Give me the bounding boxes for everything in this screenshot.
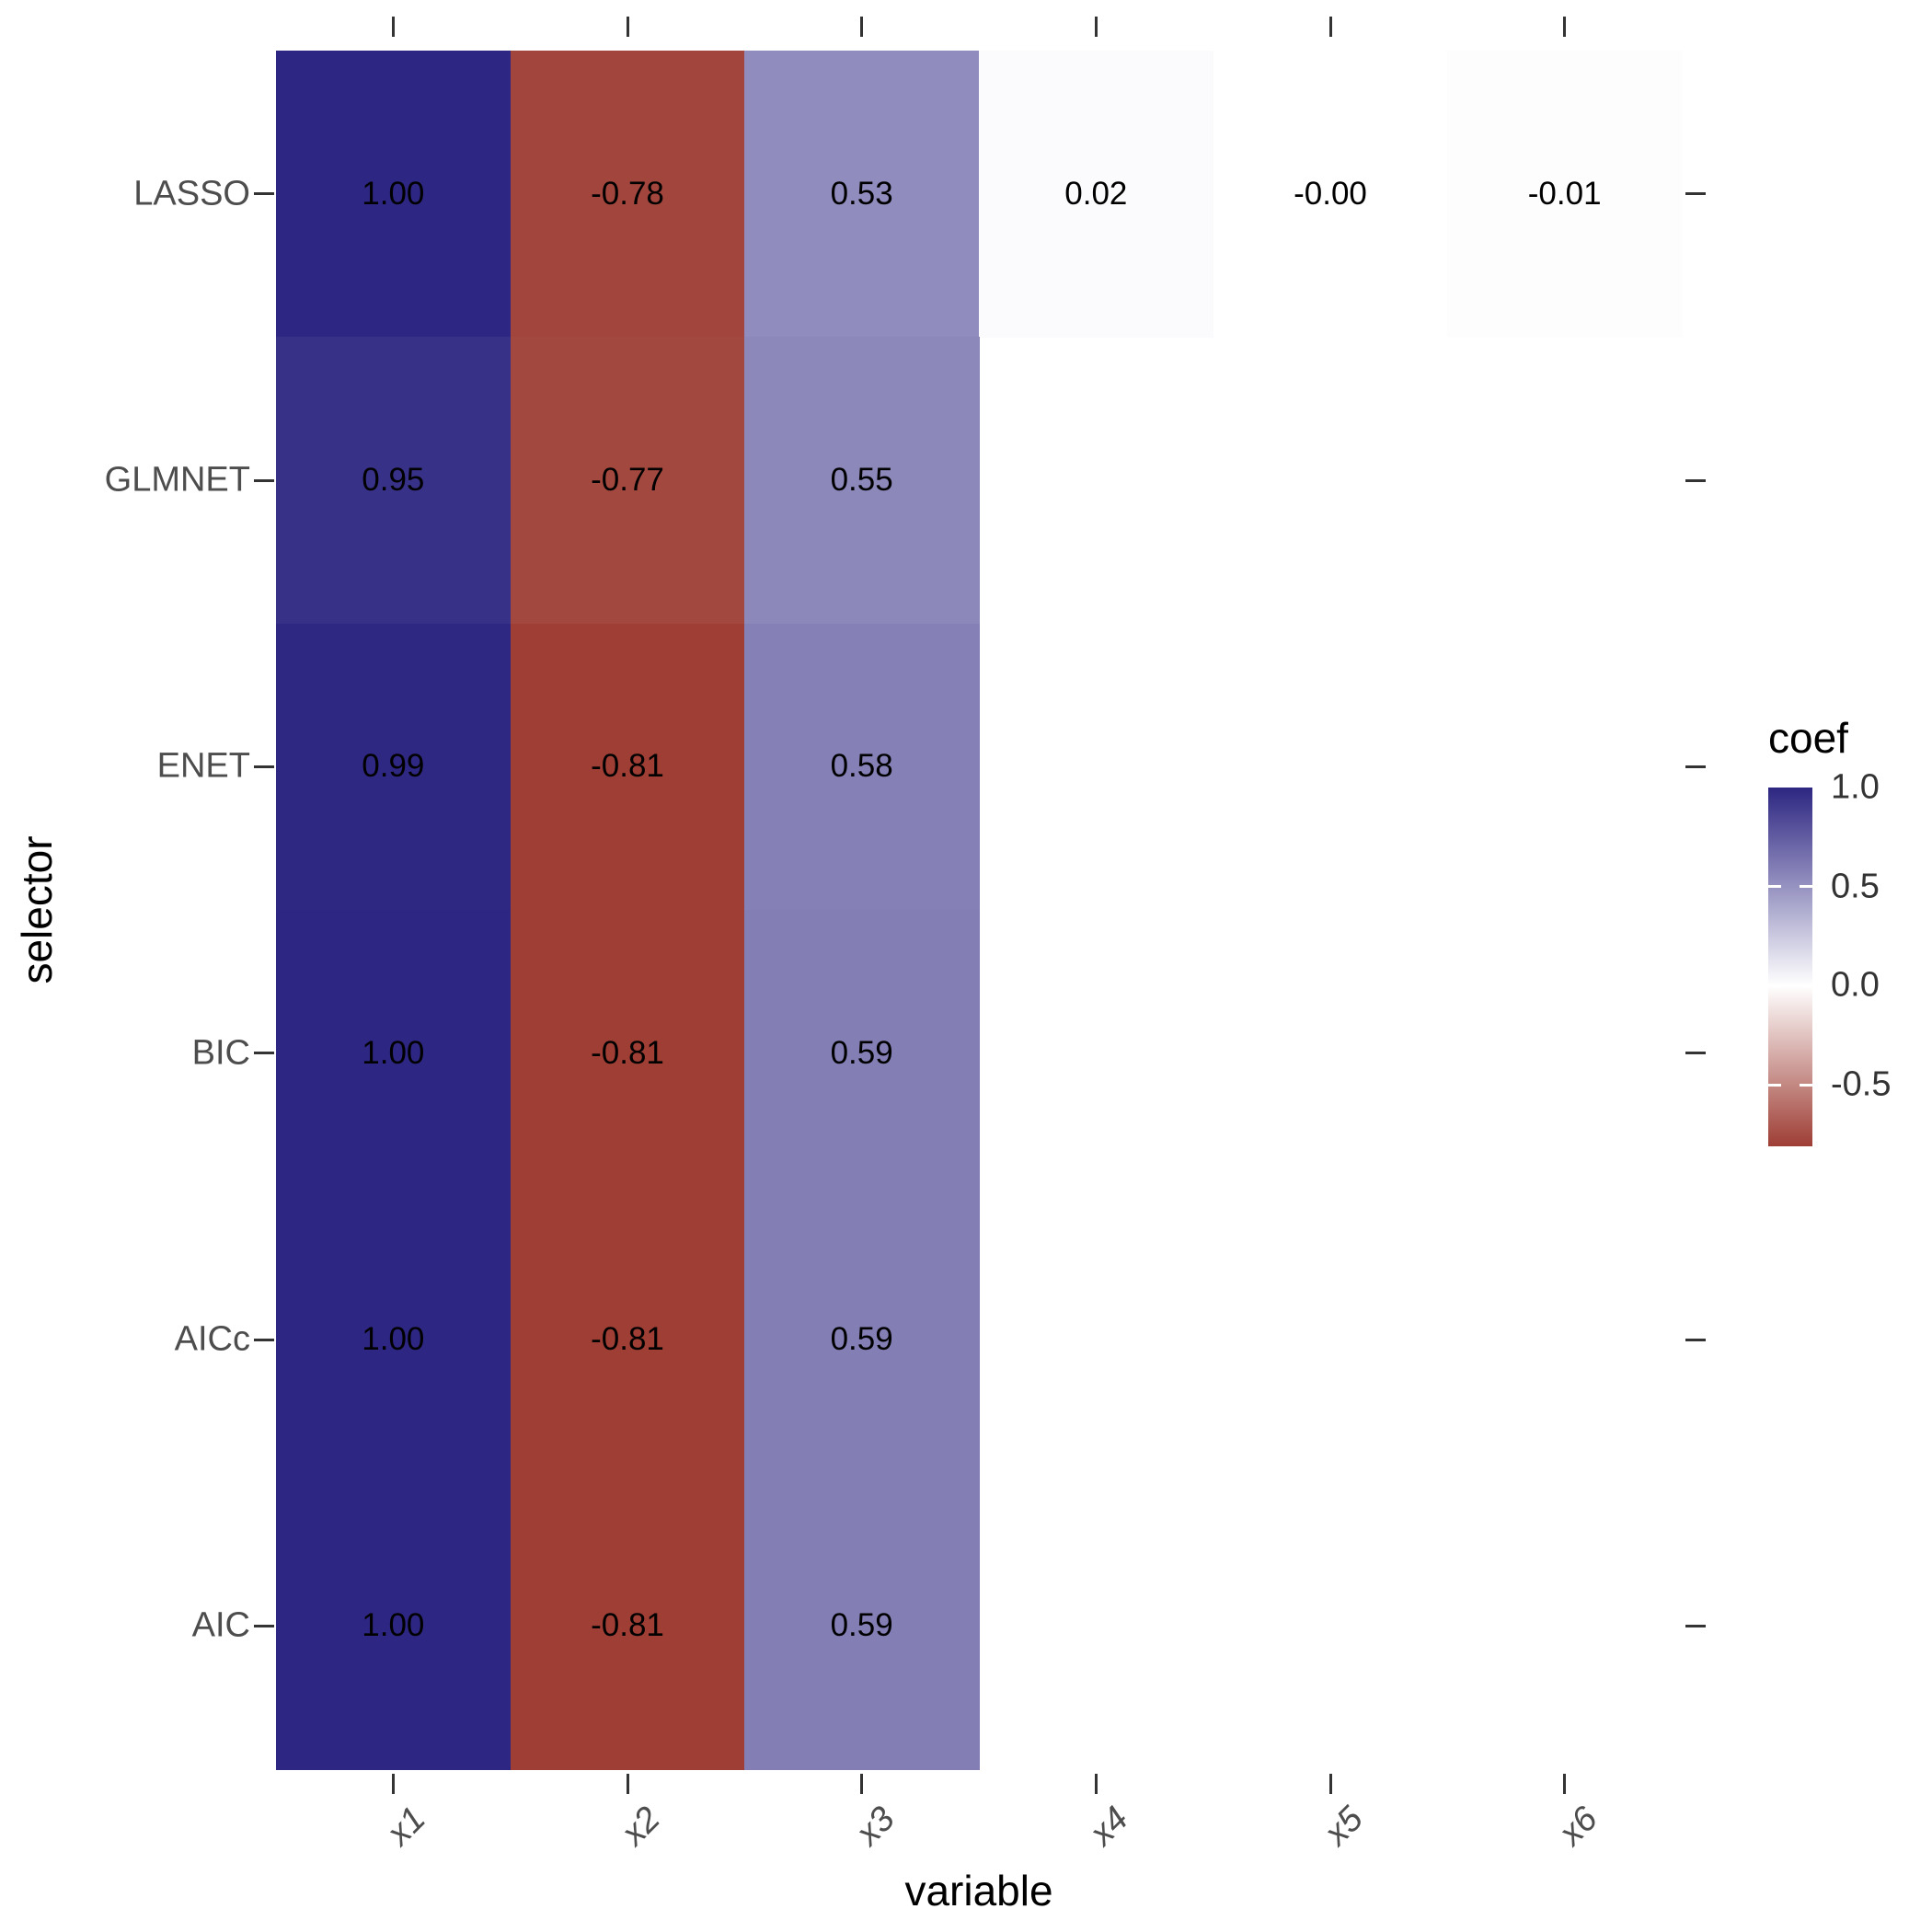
heatmap-cell bbox=[510, 1482, 745, 1770]
cell-value-label: -0.81 bbox=[591, 1321, 664, 1357]
x-axis-label: x1 bbox=[379, 1800, 434, 1854]
cell-value-label: -0.81 bbox=[591, 1034, 664, 1071]
axis-tick-right bbox=[1685, 1338, 1706, 1341]
legend-tick bbox=[1768, 983, 1781, 987]
cell-value-label: -0.78 bbox=[591, 175, 664, 212]
x-axis-label: x2 bbox=[614, 1800, 668, 1854]
cell-value-label: 0.59 bbox=[830, 1321, 893, 1357]
heatmap-cell bbox=[744, 623, 980, 911]
axis-tick-top bbox=[1563, 17, 1567, 37]
axis-tick-right bbox=[1685, 478, 1706, 482]
heatmap-cell bbox=[276, 623, 512, 911]
axis-tick-top bbox=[626, 17, 629, 37]
heatmap-cell bbox=[276, 337, 512, 625]
legend-tick-label: 0.5 bbox=[1831, 867, 1880, 906]
cell-value-label: 0.02 bbox=[1064, 175, 1128, 212]
legend-tick bbox=[1768, 885, 1781, 889]
cell-value-label: -0.81 bbox=[591, 1607, 664, 1644]
heatmap-cell bbox=[276, 1196, 512, 1484]
cell-value-label: 1.00 bbox=[362, 1321, 425, 1357]
legend-colorbar bbox=[1768, 788, 1812, 1146]
legend-tick bbox=[1800, 1083, 1812, 1087]
axis-tick-top bbox=[391, 17, 395, 37]
axis-tick-bottom bbox=[1094, 1774, 1098, 1794]
heatmap-cell bbox=[510, 51, 745, 338]
heatmap-cell bbox=[1447, 51, 1683, 338]
cell-value-label: -0.00 bbox=[1294, 175, 1367, 212]
heatmap-cell bbox=[510, 910, 745, 1197]
legend-tick-label: -0.5 bbox=[1831, 1064, 1892, 1104]
axis-tick-bottom bbox=[626, 1774, 629, 1794]
heatmap-cell bbox=[276, 51, 512, 338]
heatmap-cell bbox=[744, 1482, 980, 1770]
y-axis-label: AICc bbox=[174, 1319, 250, 1359]
cell-value-label: 0.53 bbox=[830, 175, 893, 212]
axis-tick-bottom bbox=[1328, 1774, 1332, 1794]
y-axis-label: AIC bbox=[191, 1605, 250, 1645]
cell-value-label: 1.00 bbox=[362, 175, 425, 212]
legend-tick bbox=[1800, 983, 1812, 987]
axis-tick-top bbox=[860, 17, 864, 37]
heatmap-cell bbox=[1213, 51, 1448, 338]
heatmap-cell bbox=[510, 1196, 745, 1484]
cell-value-label: 1.00 bbox=[362, 1607, 425, 1644]
heatmap-cell bbox=[744, 1196, 980, 1484]
heatmap-cell bbox=[744, 337, 980, 625]
y-axis-label: BIC bbox=[191, 1033, 250, 1073]
heatmap-cell bbox=[276, 1482, 512, 1770]
cell-value-label: 1.00 bbox=[362, 1034, 425, 1071]
y-axis-label: LASSO bbox=[133, 174, 250, 213]
cell-value-label: -0.01 bbox=[1527, 175, 1602, 212]
heatmap-cell bbox=[276, 910, 512, 1197]
axis-tick-right bbox=[1685, 1624, 1706, 1627]
cell-value-label: 0.99 bbox=[362, 748, 425, 785]
cell-value-label: 0.58 bbox=[830, 748, 893, 785]
heatmap-cell bbox=[510, 623, 745, 911]
x-axis-title: variable bbox=[904, 1867, 1053, 1915]
axis-tick-left bbox=[254, 1338, 274, 1341]
heatmap-cell bbox=[744, 51, 980, 338]
heatmap-cell bbox=[510, 337, 745, 625]
y-axis-title: selector bbox=[13, 835, 61, 984]
legend-title: coef bbox=[1768, 714, 1848, 762]
cell-value-label: 0.95 bbox=[362, 462, 425, 498]
y-axis-label: ENET bbox=[156, 746, 250, 786]
x-axis-label: x3 bbox=[848, 1800, 903, 1854]
axis-tick-right bbox=[1685, 1052, 1706, 1055]
axis-tick-bottom bbox=[860, 1774, 864, 1794]
axis-tick-left bbox=[254, 1624, 274, 1627]
legend-tick bbox=[1768, 1083, 1781, 1087]
legend-tick-label: 1.0 bbox=[1831, 767, 1880, 807]
axis-tick-bottom bbox=[391, 1774, 395, 1794]
x-axis-label: x4 bbox=[1082, 1800, 1137, 1854]
cell-value-label: -0.77 bbox=[591, 462, 664, 498]
axis-tick-left bbox=[254, 192, 274, 196]
heatmap-cell bbox=[744, 910, 980, 1197]
axis-tick-right bbox=[1685, 192, 1706, 196]
axis-tick-bottom bbox=[1563, 1774, 1567, 1794]
axis-tick-right bbox=[1685, 765, 1706, 768]
legend-tick-label: 0.0 bbox=[1831, 965, 1880, 1005]
axis-tick-top bbox=[1094, 17, 1098, 37]
cell-value-label: 0.59 bbox=[830, 1607, 893, 1644]
axis-tick-left bbox=[254, 765, 274, 768]
x-axis-label: x5 bbox=[1317, 1800, 1371, 1854]
cell-value-label: 0.55 bbox=[830, 462, 893, 498]
legend-tick bbox=[1800, 885, 1812, 889]
axis-tick-left bbox=[254, 478, 274, 482]
x-axis-label: x6 bbox=[1551, 1800, 1605, 1854]
y-axis-label: GLMNET bbox=[104, 460, 250, 500]
cell-value-label: 0.59 bbox=[830, 1034, 893, 1071]
heatmap-cell bbox=[979, 51, 1214, 338]
axis-tick-left bbox=[254, 1052, 274, 1055]
cell-value-label: -0.81 bbox=[591, 748, 664, 785]
axis-tick-top bbox=[1328, 17, 1332, 37]
